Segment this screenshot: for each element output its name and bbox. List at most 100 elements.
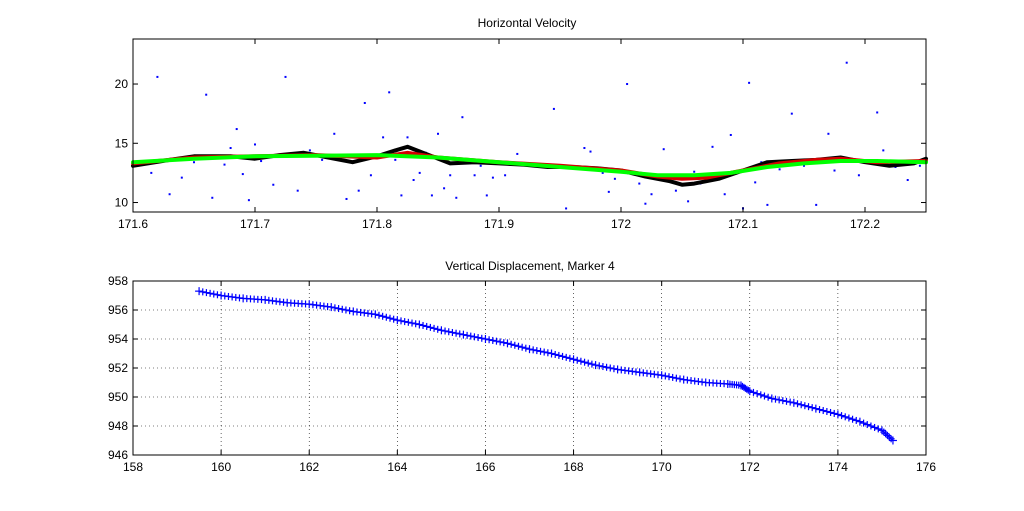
data-point [478,334,486,342]
data-point [797,401,805,409]
x-tick-label: 172.1 [728,217,758,231]
data-point [423,322,431,330]
data-point [491,176,494,179]
data-point [260,160,263,163]
data-point [393,316,402,325]
data-point [150,171,153,174]
y-tick-label: 952 [108,361,128,375]
data-point [479,164,482,167]
data-point [485,336,493,344]
y-tick-labels: 10 15 20 [115,77,129,209]
data-point [805,403,813,411]
data-point [474,334,482,342]
data-point [363,101,366,104]
data-point [808,404,816,412]
data-point [583,147,586,150]
data-point [754,181,757,184]
y-tick-label: 954 [108,332,128,346]
data-point [654,371,662,379]
data-point [565,207,568,210]
data-point [720,380,728,388]
x-tick-label: 171.6 [118,217,148,231]
data-point [463,331,471,339]
data-point [492,337,500,345]
data-point [849,415,857,423]
data-point [606,364,614,372]
data-point [860,419,868,427]
data-point [202,289,210,297]
data-point [156,75,159,78]
x-tick-label: 158 [123,460,143,474]
chart-title: Vertical Displacement, Marker 4 [445,259,615,273]
data-point [485,194,488,197]
data-point [888,436,897,445]
data-point [871,423,879,431]
data-point [496,338,504,346]
data-point [852,416,860,424]
data-point [518,343,526,351]
data-point [562,353,570,361]
data-point [357,189,360,192]
data-point [559,352,567,360]
y-tick-label: 958 [108,274,128,288]
data-point [662,148,665,151]
data-point [404,318,412,326]
data-point [591,361,600,370]
data-point [168,193,171,196]
y-tick-labels: 946 948 950 952 954 956 958 [108,274,128,462]
data-point [529,346,537,354]
axes-box [132,38,927,213]
plot-area [131,61,928,210]
data-point [333,132,336,135]
data-point [789,398,798,407]
data-point [223,163,226,166]
data-point [514,342,522,350]
x-tick-label: 176 [916,460,936,474]
x-tick-labels: 171.6 171.7 171.8 171.9 172 172.1 172.2 [118,217,880,231]
data-point [437,132,439,135]
data-point [874,425,882,433]
data-point [882,149,885,152]
y-tick-label: 946 [108,448,128,462]
data-point [775,396,783,404]
data-point [324,303,332,311]
data-point [503,339,512,348]
data-point [569,355,578,364]
data-point [906,179,909,182]
data-point [419,321,427,329]
data-point [199,288,207,296]
data-point [845,414,853,422]
y-tick-label: 948 [108,419,128,433]
data-point [711,145,714,148]
data-point [841,413,849,421]
data-point [782,397,790,405]
data-point [418,171,421,174]
data-point [511,341,519,349]
data-point [552,107,555,110]
x-tick-label: 168 [564,460,584,474]
data-point [448,328,456,336]
data-point [504,174,507,177]
data-point [760,392,768,400]
data-point [584,359,592,367]
data-point [626,83,629,86]
data-point [321,158,324,161]
data-point [473,174,476,177]
data-point [426,323,434,331]
x-tick-label: 172.2 [850,217,880,231]
data-point [801,402,809,410]
data-point [346,307,354,315]
data-point [342,306,350,314]
data-point [394,158,397,161]
data-point [338,305,346,313]
data-point [525,345,534,354]
data-point [449,174,452,177]
data-point [533,347,541,355]
data-point [589,150,592,153]
data-point [335,305,343,313]
data-point [599,363,607,371]
data-point [661,372,669,380]
data-point [280,298,288,306]
data-point [331,304,339,312]
